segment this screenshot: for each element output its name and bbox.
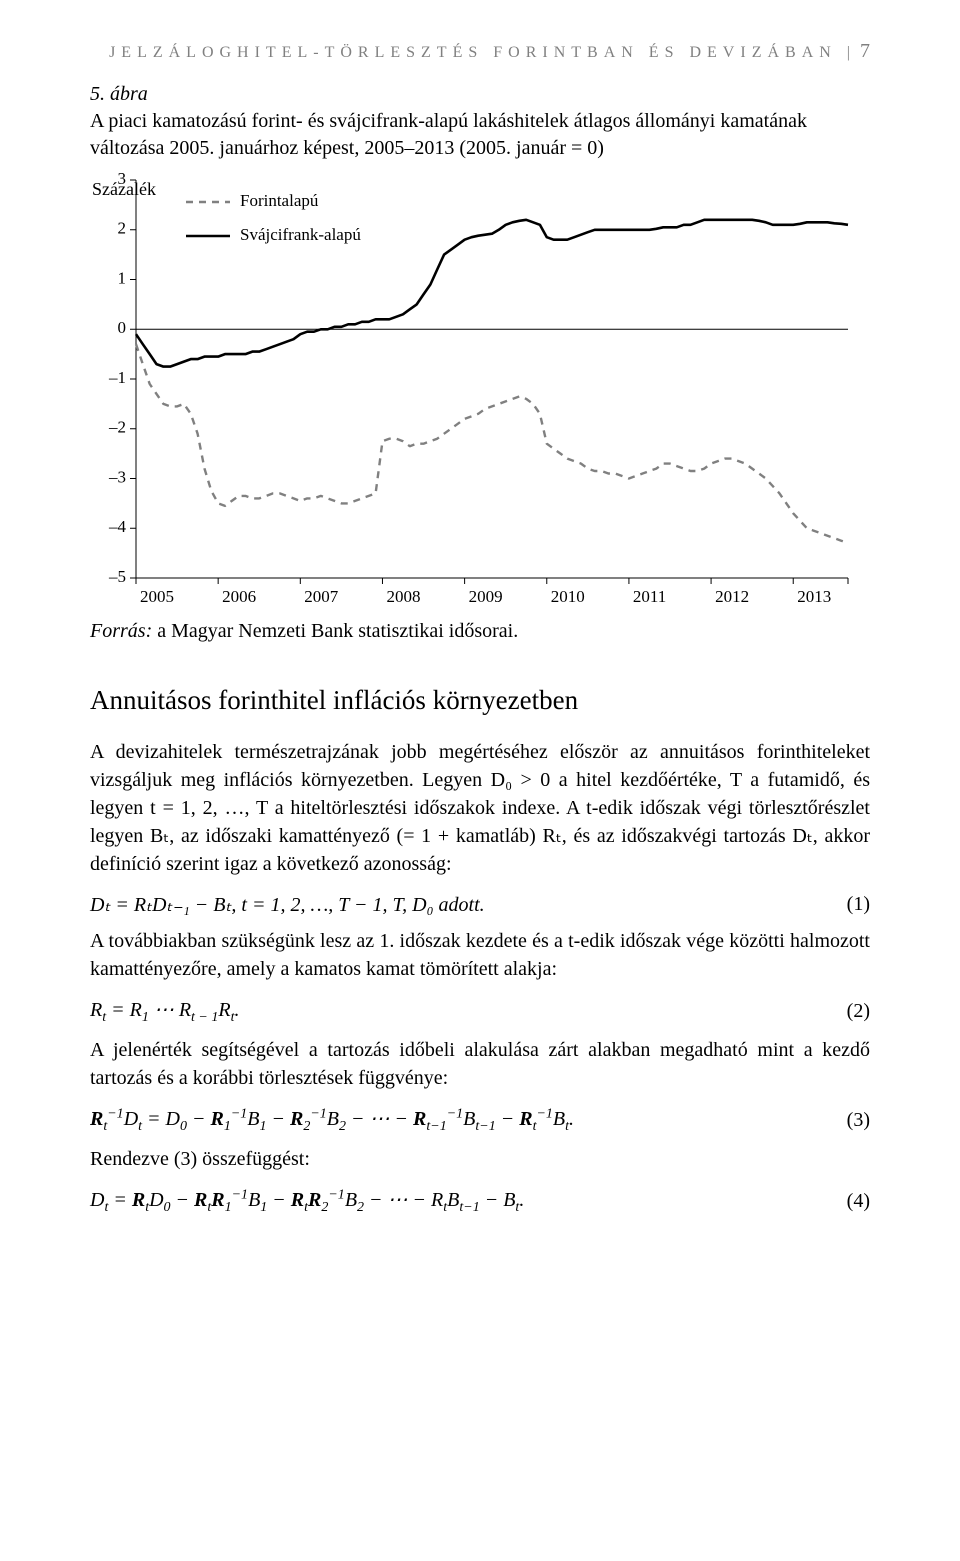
equation-2: Rt = R1 ⋯ Rt − 1Rt. (2) bbox=[90, 997, 870, 1026]
header-title: Jelzáloghitel-törlesztés forintban és de… bbox=[109, 44, 837, 62]
equation-2-body: Rt = R1 ⋯ Rt − 1Rt. bbox=[90, 997, 827, 1026]
paragraph-4: Rendezve (3) összefüggést: bbox=[90, 1145, 870, 1173]
svg-text:–1: –1 bbox=[108, 368, 126, 387]
header-page-number: 7 bbox=[860, 40, 870, 63]
figure-source: Forrás: a Magyar Nemzeti Bank statisztik… bbox=[90, 620, 870, 643]
figure-source-label: Forrás: bbox=[90, 620, 152, 642]
paragraph-2: A továbbiakban szükségünk lesz az 1. idő… bbox=[90, 927, 870, 983]
svg-text:2007: 2007 bbox=[304, 587, 339, 606]
svg-text:2008: 2008 bbox=[386, 587, 420, 606]
figure-caption: A piaci kamatozású forint- és svájcifran… bbox=[90, 108, 870, 162]
svg-text:2012: 2012 bbox=[715, 587, 749, 606]
equation-1-number: (1) bbox=[827, 893, 870, 916]
svg-text:–2: –2 bbox=[108, 418, 126, 437]
svg-text:2: 2 bbox=[118, 219, 127, 238]
svg-text:2005: 2005 bbox=[140, 587, 174, 606]
equation-4: Dt = RtD0 − RtR1−1B1 − RtR2−1B2 − ⋯ − Rt… bbox=[90, 1187, 870, 1216]
paragraph-1: A devizahitelek természetrajzának jobb m… bbox=[90, 738, 870, 878]
equation-1: Dₜ = RₜDₜ₋₁ − Bₜ, t = 1, 2, …, T − 1, T,… bbox=[90, 892, 870, 917]
figure-label: 5. ábra bbox=[90, 83, 870, 106]
svg-text:2011: 2011 bbox=[633, 587, 666, 606]
svg-text:2006: 2006 bbox=[222, 587, 256, 606]
equation-2-number: (2) bbox=[827, 1000, 870, 1023]
svg-text:Svájcifrank-alapú: Svájcifrank-alapú bbox=[240, 225, 361, 244]
chart-svg: Százalék3210–1–2–3–4–5200520062007200820… bbox=[90, 172, 860, 612]
svg-text:Forintalapú: Forintalapú bbox=[240, 191, 319, 210]
equation-3-number: (3) bbox=[827, 1109, 870, 1132]
svg-text:2013: 2013 bbox=[797, 587, 831, 606]
equation-4-number: (4) bbox=[827, 1190, 870, 1213]
paragraph-3: A jelenérték segítségével a tartozás idő… bbox=[90, 1036, 870, 1092]
equation-1-body: Dₜ = RₜDₜ₋₁ − Bₜ, t = 1, 2, …, T − 1, T,… bbox=[90, 892, 827, 917]
equation-4-body: Dt = RtD0 − RtR1−1B1 − RtR2−1B2 − ⋯ − Rt… bbox=[90, 1187, 827, 1216]
svg-text:–4: –4 bbox=[108, 517, 127, 536]
equation-3-body: Rt−1Dt = D0 − R1−1B1 − R2−1B2 − ⋯ − Rt−1… bbox=[90, 1106, 827, 1135]
equation-3: Rt−1Dt = D0 − R1−1B1 − R2−1B2 − ⋯ − Rt−1… bbox=[90, 1106, 870, 1135]
figure-source-text: a Magyar Nemzeti Bank statisztikai időso… bbox=[152, 620, 518, 642]
svg-text:2010: 2010 bbox=[551, 587, 585, 606]
section-title: Annuitásos forinthitel inflációs környez… bbox=[90, 685, 870, 716]
svg-text:1: 1 bbox=[118, 268, 127, 287]
svg-text:2009: 2009 bbox=[469, 587, 503, 606]
svg-text:3: 3 bbox=[118, 172, 127, 188]
header-divider: | bbox=[847, 44, 850, 62]
chart-container: Százalék3210–1–2–3–4–5200520062007200820… bbox=[90, 172, 860, 612]
svg-text:0: 0 bbox=[118, 318, 127, 337]
page: Jelzáloghitel-törlesztés forintban és de… bbox=[0, 0, 960, 1286]
svg-text:–3: –3 bbox=[108, 467, 126, 486]
svg-text:–5: –5 bbox=[108, 567, 126, 586]
running-header: Jelzáloghitel-törlesztés forintban és de… bbox=[90, 40, 870, 63]
